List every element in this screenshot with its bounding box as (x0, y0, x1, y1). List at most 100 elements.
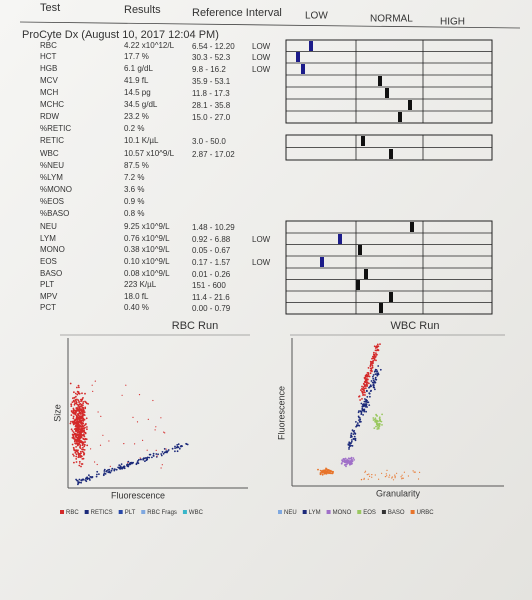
flag: LOW (252, 235, 271, 244)
dot (372, 419, 375, 421)
dot (80, 409, 82, 411)
dot (379, 419, 382, 421)
dot (118, 464, 121, 466)
dot (80, 422, 82, 424)
dot (70, 428, 73, 431)
flag: LOW (252, 65, 271, 74)
dot (363, 405, 365, 408)
reference: 2.87 - 17.02 (192, 150, 235, 159)
dot (78, 386, 80, 389)
dot (348, 462, 351, 464)
dot (73, 455, 75, 457)
dot (73, 409, 75, 411)
dot (342, 460, 344, 463)
dot (391, 476, 393, 478)
dot (354, 437, 357, 440)
dot (177, 443, 180, 446)
dot (142, 439, 144, 441)
legend-label: LYM (309, 510, 321, 516)
dot (108, 440, 110, 442)
dot (367, 367, 370, 369)
dot (96, 470, 99, 473)
dot (69, 382, 72, 385)
dot (99, 444, 102, 446)
dot (126, 464, 128, 466)
dot (160, 467, 162, 469)
result: 0.10 x10^9/L (124, 257, 170, 266)
dot (419, 471, 421, 473)
dot (163, 431, 165, 433)
dot (72, 412, 75, 415)
dot (376, 353, 378, 356)
dot (177, 446, 180, 449)
dot (377, 345, 380, 348)
dot (105, 470, 108, 473)
grid-box (285, 220, 493, 315)
dot (351, 435, 353, 438)
dot (368, 392, 371, 395)
dot (376, 370, 379, 373)
dot (374, 355, 377, 358)
dot (178, 447, 181, 450)
dot (115, 468, 118, 471)
dot (362, 386, 365, 389)
dot (394, 476, 396, 478)
dot (380, 420, 383, 423)
dot (156, 455, 158, 457)
dot (82, 438, 85, 440)
dot (131, 462, 133, 464)
dot (412, 470, 414, 472)
x-label: Granularity (376, 488, 421, 498)
dot (160, 417, 162, 419)
dot (377, 427, 380, 430)
dot (74, 412, 77, 415)
dot (361, 392, 364, 394)
dot (77, 392, 79, 394)
dot (80, 463, 83, 465)
test-name: HGB (40, 64, 57, 73)
dot (73, 422, 76, 425)
range-marker (301, 64, 305, 74)
reference: 1.48 - 10.29 (192, 223, 235, 232)
dot (374, 419, 377, 422)
legend-swatch (84, 510, 89, 514)
dot (365, 410, 367, 413)
dot (85, 480, 88, 483)
reference: 3.0 - 50.0 (192, 137, 226, 146)
y-label: Size (52, 404, 62, 422)
test-name: LYM (40, 234, 56, 243)
dot (83, 411, 86, 414)
dot (372, 360, 375, 362)
dot (83, 445, 86, 448)
dot (77, 399, 80, 401)
dot (369, 395, 371, 398)
dot (174, 445, 176, 448)
dot (81, 448, 83, 451)
dot (366, 374, 369, 377)
dot (372, 374, 375, 376)
dot (140, 458, 142, 461)
dot (331, 472, 334, 475)
test-name: EOS (40, 257, 57, 266)
dot (74, 425, 77, 428)
dot (372, 355, 374, 358)
dot (368, 386, 370, 389)
dot (354, 439, 357, 442)
dot (80, 398, 82, 401)
dot (74, 427, 77, 430)
dot (327, 471, 330, 474)
dot (375, 413, 377, 416)
dot (375, 419, 378, 422)
dot (350, 457, 352, 460)
dot (113, 468, 116, 471)
dot (104, 473, 107, 475)
result: 18.0 fL (124, 292, 149, 301)
dot (167, 449, 170, 451)
result: 0.40 % (124, 303, 149, 312)
header-rule (19, 21, 521, 29)
dot (372, 353, 375, 356)
dot (84, 401, 87, 404)
dot (375, 420, 378, 423)
dot (377, 349, 380, 351)
